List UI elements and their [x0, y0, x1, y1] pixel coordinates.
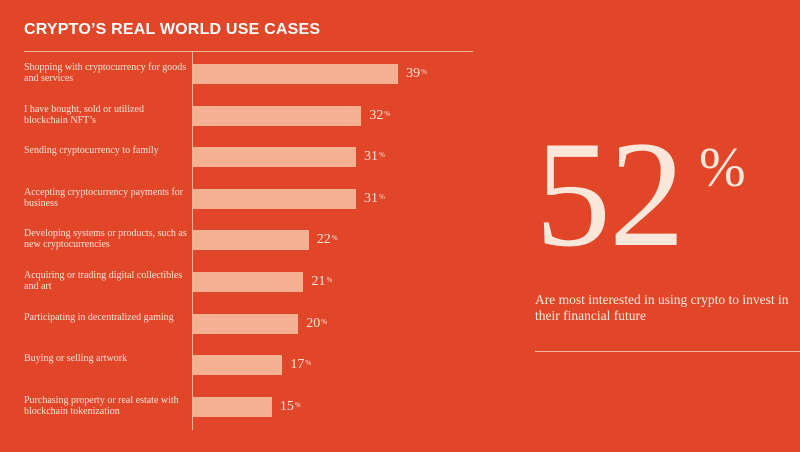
bar: [193, 105, 362, 126]
category-label: Developing systems or products, such as …: [24, 228, 187, 251]
bar: [193, 396, 272, 417]
bar: [193, 64, 399, 84]
callout-value: 52: [535, 110, 685, 278]
bar: [193, 188, 357, 209]
category-label: I have bought, sold or utilized blockcha…: [24, 103, 144, 126]
value-label: 20%: [306, 315, 328, 331]
value-label: 17%: [290, 357, 312, 373]
category-label: Sending cryptocurrency to family: [24, 145, 159, 157]
callout-caption: Are most interested in using crypto to i…: [535, 292, 789, 323]
bar: [193, 230, 309, 251]
value-label: 22%: [316, 232, 338, 248]
bar: [193, 355, 283, 376]
category-label: Shopping with cryptocurrency for goods a…: [24, 62, 187, 84]
category-label: Acquiring or trading digital collectible…: [24, 270, 183, 292]
value-label: 15%: [279, 398, 301, 414]
y-axis-line: [192, 52, 193, 430]
title-divider: [24, 51, 473, 52]
value-label: 32%: [369, 107, 391, 123]
callout-unit: %: [699, 137, 746, 199]
value-label: 21%: [311, 274, 333, 289]
bar: [193, 272, 304, 292]
category-label: Purchasing property or real estate with …: [24, 394, 179, 417]
category-label: Buying or selling artwork: [24, 353, 128, 365]
value-label: 31%: [364, 190, 385, 206]
category-label: Accepting cryptocurrency payments for bu…: [24, 186, 184, 209]
value-label: 39%: [406, 66, 427, 81]
category-label: Participating in decentralized gaming: [24, 311, 174, 323]
bar: [193, 147, 357, 168]
chart-title: CRYPTO’S REAL WORLD USE CASES: [24, 21, 321, 38]
bar: [193, 313, 299, 334]
callout-divider: [535, 351, 800, 352]
value-label: 31%: [364, 149, 385, 165]
